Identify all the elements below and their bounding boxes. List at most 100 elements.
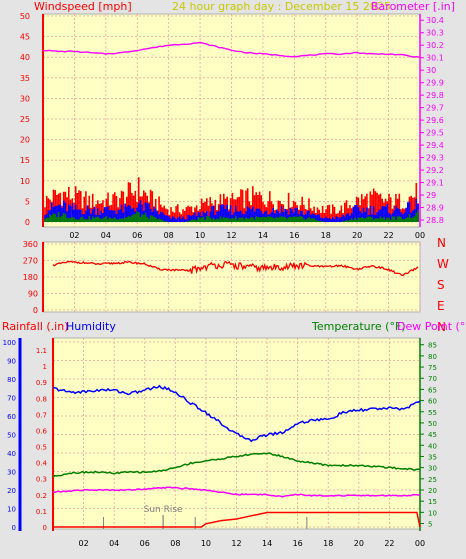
- barometer-tick-label: 29.7: [426, 104, 444, 113]
- bottom-time-tick-label: 00: [415, 539, 425, 548]
- wind-tick-label: 25: [20, 115, 30, 124]
- wind-series-2: [44, 210, 419, 222]
- barometer-tick-label: 28.9: [426, 204, 444, 213]
- barometer-tick-label: 29: [426, 191, 436, 200]
- time-tick-label: 20: [352, 231, 362, 240]
- direction-tick-label: 180: [23, 273, 38, 282]
- wind-tick-label: 15: [20, 156, 30, 165]
- barometer-point: [230, 49, 233, 51]
- barometer-point: [325, 53, 327, 55]
- wind-tick-label: 45: [20, 33, 30, 42]
- temperature-tick-label: 75: [428, 364, 437, 372]
- dewpoint-line: [53, 486, 421, 498]
- wind-tick-label: 5: [25, 197, 30, 206]
- wind-tick-label: 40: [20, 53, 30, 62]
- compass-label: N: [437, 320, 446, 334]
- rainfall-line: [53, 511, 421, 528]
- wind-tick-label: 10: [20, 177, 30, 186]
- barometer-tick-label: 29.6: [426, 116, 444, 125]
- barometer-point: [262, 53, 264, 55]
- humidity-label: Humidity: [66, 320, 116, 333]
- compass-label: S: [437, 278, 445, 292]
- barometer-tick-label: 29.9: [426, 79, 444, 88]
- time-tick-label: 16: [289, 231, 299, 240]
- barometer-label: Barometer [.in]: [371, 0, 455, 13]
- direction-tick-label: 360: [23, 240, 38, 249]
- temperature-tick-label: 50: [428, 420, 437, 428]
- rain-tick-label: 0.4: [36, 460, 48, 468]
- barometer-tick-label: 29.3: [426, 154, 444, 163]
- temperature-tick-label: 35: [428, 453, 437, 461]
- barometer-tick-label: 30.1: [426, 54, 444, 63]
- time-tick-label: 12: [226, 231, 236, 240]
- windspeed-label: Windspeed [mph]: [34, 0, 132, 13]
- rain-tick-label: 1.1: [36, 347, 47, 355]
- humidity-tick-label: 100: [3, 339, 16, 347]
- humidity-tick-label: 30: [7, 469, 16, 477]
- barometer-tick-label: 29.4: [426, 141, 444, 150]
- barometer-point: [42, 49, 44, 51]
- temperature-tick-label: 65: [428, 386, 437, 394]
- rain-tick-label: 0.6: [36, 427, 48, 435]
- barometer-point: [309, 54, 311, 56]
- time-tick-label: 10: [195, 231, 205, 240]
- barometer-point: [403, 54, 405, 56]
- temperature-tick-label: 60: [428, 398, 437, 406]
- humidity-tick-label: 10: [7, 506, 16, 514]
- temperature-tick-label: 55: [428, 409, 437, 417]
- barometer-tick-label: 30.3: [426, 29, 444, 38]
- rain-tick-label: 0.1: [36, 508, 47, 516]
- barometer-tick-label: 29.1: [426, 179, 444, 188]
- humidity-tick-label: 50: [7, 432, 16, 440]
- direction-tick-label: 270: [23, 257, 38, 266]
- bottom-time-tick-label: 20: [354, 539, 364, 548]
- humidity-tick-label: 40: [7, 450, 16, 458]
- bottom-time-tick-label: 16: [293, 539, 303, 548]
- barometer-point: [58, 50, 60, 53]
- time-tick-label: 08: [164, 231, 174, 240]
- rain-tick-label: 1: [43, 363, 47, 371]
- compass-label: E: [437, 299, 445, 313]
- wind-direction-line: [52, 260, 419, 277]
- rain-tick-label: 0.3: [36, 476, 47, 484]
- wind-tick-label: 0: [25, 218, 30, 227]
- humidity-tick-label: 20: [7, 487, 16, 495]
- wind-tick-label: 30: [20, 94, 30, 103]
- rain-tick-label: 0.2: [36, 492, 47, 500]
- time-tick-label: 00: [415, 231, 425, 240]
- barometer-point: [387, 53, 390, 55]
- time-tick-label: 14: [258, 231, 268, 240]
- compass-label: N: [437, 236, 446, 250]
- wind-tick-label: 35: [20, 74, 30, 83]
- time-tick-label: 18: [321, 231, 331, 240]
- time-tick-label: 22: [383, 231, 393, 240]
- temperature-tick-label: 10: [428, 509, 437, 517]
- barometer-point: [73, 50, 76, 53]
- barometer-point: [215, 45, 217, 48]
- temperature-tick-label: 20: [428, 487, 437, 495]
- humidity-line: [52, 384, 421, 443]
- bottom-time-tick-label: 06: [140, 539, 150, 548]
- temperature-tick-label: 15: [428, 498, 437, 506]
- barometer-tick-label: 30.4: [426, 16, 444, 25]
- bottom-time-tick-label: 18: [323, 539, 333, 548]
- barometer-point: [199, 42, 201, 44]
- barometer-point: [246, 52, 248, 54]
- barometer-point: [372, 53, 374, 55]
- bottom-time-tick-label: 08: [170, 539, 180, 548]
- direction-tick-label: 90: [28, 290, 38, 299]
- barometer-point: [105, 53, 107, 55]
- barometer-point: [168, 44, 170, 46]
- temperature-tick-label: 40: [428, 442, 437, 450]
- temperature-tick-label: 5: [428, 521, 432, 529]
- barometer-point: [152, 47, 154, 49]
- bottom-time-tick-label: 12: [231, 539, 241, 548]
- bottom-time-tick-label: 22: [384, 539, 394, 548]
- time-tick-label: 06: [132, 231, 142, 240]
- bottom-time-tick-label: 04: [109, 539, 119, 548]
- barometer-tick-label: 29.5: [426, 129, 444, 138]
- wind-barometer-layer: 0 5 10 15 20 25 30 35 40 45 50 28.8 28.9 29 29.1 29.2 29…: [20, 12, 444, 240]
- bottom-time-tick-label: 10: [201, 539, 211, 548]
